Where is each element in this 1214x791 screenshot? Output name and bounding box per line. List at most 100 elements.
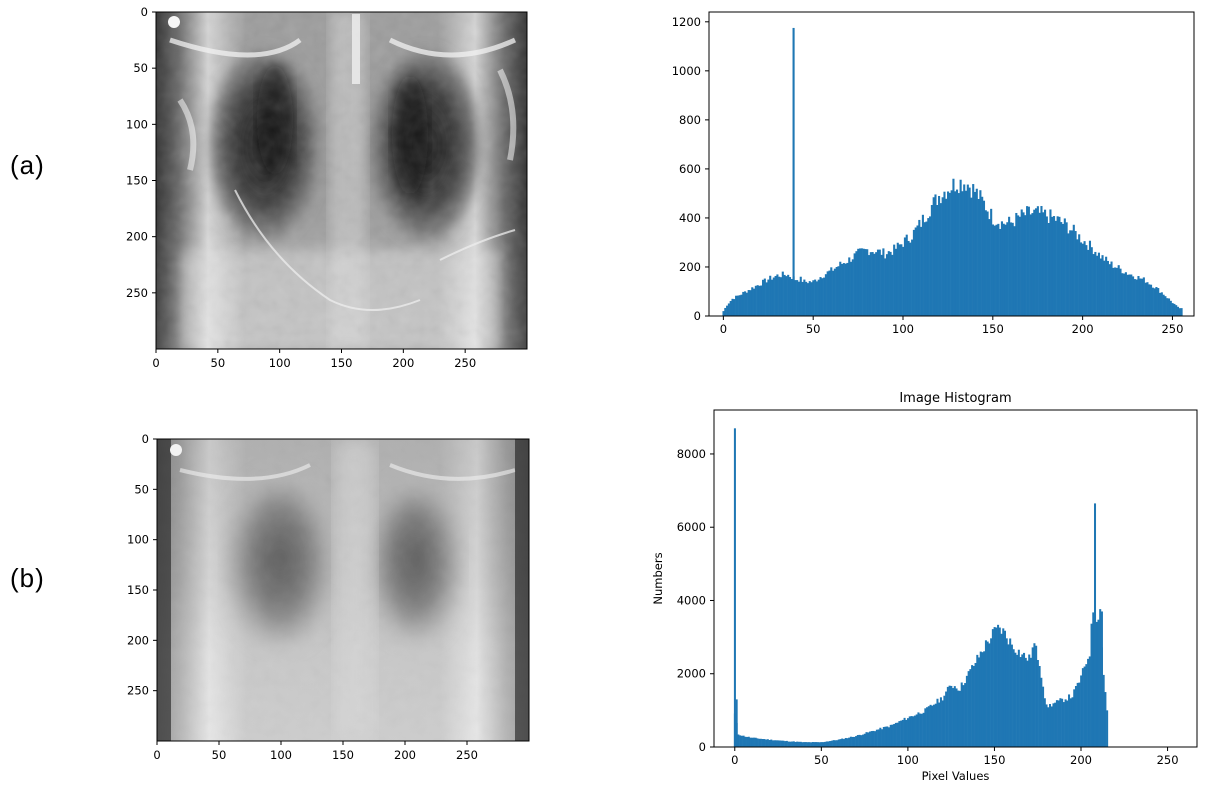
histogram-b-bin [822, 742, 825, 747]
image-a-ytick-label: 250 [126, 286, 148, 300]
histogram-a-bin [862, 248, 865, 316]
histogram-a-bin [1157, 288, 1160, 316]
histogram-b-bin [759, 738, 762, 747]
histogram-a-bin [869, 252, 872, 316]
histogram-a-bin [907, 240, 910, 316]
histogram-a-bin [833, 268, 836, 316]
histogram-a-bin [885, 254, 889, 316]
histogram-a-bin [939, 203, 942, 316]
histogram-b-bin [879, 727, 882, 747]
histogram-b-bin [799, 741, 802, 747]
histogram-a-bin [1178, 308, 1181, 316]
histogram-a-bin [930, 205, 933, 316]
histogram-a-bin [769, 275, 772, 316]
histogram-a-bin [1079, 242, 1083, 316]
histogram-b-bin [1076, 682, 1079, 747]
histogram-b-bin [1102, 674, 1105, 747]
histogram-b-bin [870, 731, 873, 747]
histogram-a-bin [790, 278, 793, 316]
histogram-a-bin [832, 270, 835, 316]
histogram-a-bin [891, 254, 894, 316]
histogram-a-bin [882, 248, 885, 316]
histogram-b-bin [950, 685, 953, 747]
histogram-b-bin [837, 739, 840, 747]
histogram-b-bin [1104, 692, 1107, 747]
histogram-a-bin [1153, 288, 1156, 316]
histogram-b-bin [1099, 609, 1102, 747]
histogram-a-bin [936, 204, 939, 316]
histogram-b-bin [1059, 698, 1062, 747]
histogram-a-bin [1070, 230, 1074, 316]
histogram-b-ylabel: Numbers [651, 552, 665, 604]
histogram-a-bin [779, 277, 783, 316]
histogram-b-bin [948, 685, 951, 747]
panel-label-a: (a) [10, 150, 45, 180]
histogram-b-bin [817, 742, 820, 747]
histogram-a-bin [1078, 234, 1081, 316]
histogram-b-bin [907, 718, 910, 747]
xray-image-b [157, 439, 529, 741]
image-a-ytick-label: 150 [126, 174, 148, 188]
histogram-b-bin [794, 741, 797, 747]
histogram-b-bin [988, 643, 991, 747]
histogram-b-bin [995, 627, 998, 747]
histogram-b-bin [796, 741, 799, 747]
image-b-ytick-label: 150 [127, 583, 149, 597]
histogram-b-bin [752, 737, 755, 747]
histogram-a-bin [824, 274, 827, 316]
histogram-b-bin [874, 731, 877, 747]
histogram-b-bin [1083, 666, 1086, 747]
histogram-a-bin [858, 248, 862, 316]
histogram-a-bin [871, 252, 874, 316]
histogram-b-bin [958, 690, 961, 747]
histogram-a-bin [783, 274, 786, 316]
histogram-a-bin [817, 279, 820, 316]
histogram-a-bin [724, 307, 727, 316]
histogram-b-bin [952, 688, 955, 747]
image-b-xtick-label: 200 [394, 748, 416, 762]
histogram-b-bin [848, 737, 851, 747]
histogram-a-bin [722, 311, 725, 316]
histogram-a-bin [848, 257, 851, 316]
histogram-b-bin [1028, 654, 1031, 747]
histogram-a-bin [894, 248, 898, 316]
histogram-a-bin [1117, 265, 1120, 316]
histogram-a-bin [810, 282, 813, 316]
xray-image-a [156, 12, 527, 349]
histogram-a-bin [905, 234, 908, 316]
histogram-a-bin [1151, 287, 1154, 316]
histogram-a-bin [742, 291, 745, 316]
histogram-b-bin [927, 706, 930, 747]
histogram-a-bin [866, 249, 869, 316]
histogram-a-frame [708, 11, 1195, 317]
histogram-b-bin [856, 735, 859, 747]
histogram-a-bin [1142, 277, 1145, 316]
histogram-b-bin [1005, 638, 1008, 747]
histogram-a-bin [749, 290, 752, 316]
histogram-b-bin [770, 739, 773, 747]
histogram-b-bin [1068, 694, 1071, 747]
histogram-a-bin [731, 298, 734, 316]
histogram-b-bin [768, 740, 771, 747]
histogram-a-ytick-label: 1200 [672, 15, 701, 29]
histogram-a-bin [729, 301, 732, 316]
histogram-a-bin [1054, 220, 1057, 316]
histogram-a-bin [1119, 268, 1122, 316]
histogram-a-bin [1176, 306, 1180, 316]
histogram-b: 0 50 100 150 200 250 0 2000 4000 6000 8000 Image Hi… [651, 391, 1198, 783]
histogram-b-bin [792, 741, 795, 747]
histogram-b-bin [893, 723, 896, 747]
histogram-a-bin [1149, 284, 1153, 316]
histogram-a-bin [991, 224, 995, 316]
histogram-a-bin [819, 277, 822, 316]
histogram-a-bin [1141, 278, 1144, 316]
histogram-b-bin [922, 712, 925, 747]
histogram-b-bin [820, 742, 823, 747]
histogram-a-bin [788, 277, 792, 316]
histogram-a-bin [841, 263, 844, 316]
histogram-b-bin [984, 640, 987, 747]
histogram-a-bin [1042, 212, 1045, 316]
histogram-a-bin [776, 274, 779, 316]
histogram-a-bin [839, 261, 842, 316]
histogram-a-bin [943, 191, 946, 316]
